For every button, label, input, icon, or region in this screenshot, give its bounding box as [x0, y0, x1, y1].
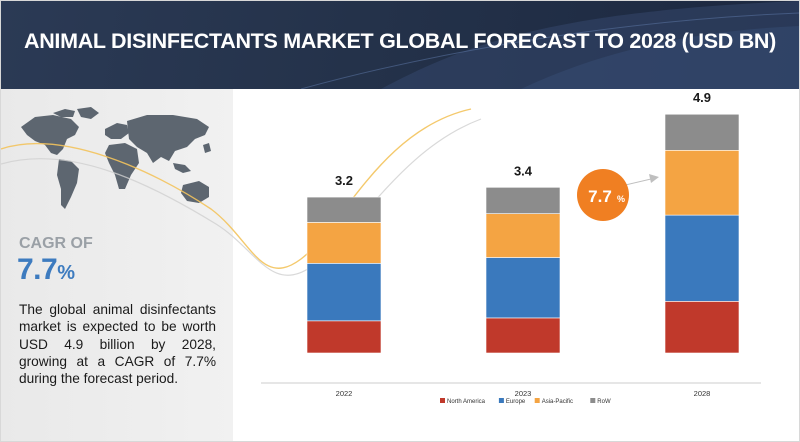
legend-label-europe: Europe [506, 399, 526, 405]
cagr-callout: 7.7% [577, 169, 659, 221]
x-tick-label-2028: 2028 [694, 389, 711, 398]
bars-layer [306, 113, 740, 354]
total-label-2023: 3.4 [514, 163, 533, 178]
labels-layer: 3.2 2022 3.4 2023 4.9 2028 [335, 90, 711, 398]
bar-segment-row-2022 [306, 196, 382, 223]
cagr-label: CAGR OF [19, 235, 93, 252]
legend-label-row: RoW [597, 399, 611, 405]
legend-label-north-america: North America [447, 399, 486, 405]
legend-swatch-europe [498, 398, 504, 403]
bar-segment-asia-pacific-2023 [485, 213, 561, 258]
x-tick-label-2022: 2022 [336, 389, 353, 398]
chart-legend: North America Europe Asia-Pacific RoW [440, 398, 611, 405]
legend-label-asia-pacific: Asia-Pacific [542, 399, 573, 405]
bar-segment-europe-2028 [664, 214, 740, 302]
stacked-bar-chart: 3.2 2022 3.4 2023 4.9 2028 North America Europ… [261, 90, 761, 405]
market-description: The global animal disinfectants market i… [19, 302, 216, 387]
bar-segment-asia-pacific-2022 [306, 222, 382, 264]
world-map-image [21, 107, 211, 209]
bar-segment-north-america-2022 [306, 320, 382, 354]
legend-swatch-row [590, 398, 596, 403]
total-label-2028: 4.9 [693, 90, 711, 105]
bar-segment-north-america-2023 [485, 317, 561, 354]
cagr-percent-sign: % [57, 262, 75, 284]
bar-segment-asia-pacific-2028 [664, 149, 740, 216]
header-banner: ANIMAL DISINFECTANTS MARKET GLOBAL FOREC… [1, 1, 799, 89]
total-label-2022: 3.2 [335, 173, 353, 188]
legend-swatch-asia-pacific [534, 398, 540, 403]
x-tick-label-2023: 2023 [515, 389, 532, 398]
callout-circle [577, 169, 629, 221]
cagr-number: 7.7 [17, 253, 58, 286]
bar-segment-north-america-2028 [664, 301, 740, 354]
legend-swatch-north-america [440, 398, 445, 403]
header-wave-decoration [300, 1, 799, 89]
chart-title: ANIMAL DISINFECTANTS MARKET GLOBAL FOREC… [23, 29, 777, 53]
callout-arrow-head [649, 174, 659, 183]
bar-segment-europe-2023 [485, 257, 561, 319]
callout-value: 7.7 [588, 187, 612, 206]
cagr-value: 7.7% [17, 253, 75, 287]
bar-segment-europe-2022 [306, 263, 382, 322]
callout-unit: % [617, 194, 625, 204]
bar-segment-row-2023 [485, 187, 561, 214]
bar-segment-row-2028 [664, 113, 740, 151]
